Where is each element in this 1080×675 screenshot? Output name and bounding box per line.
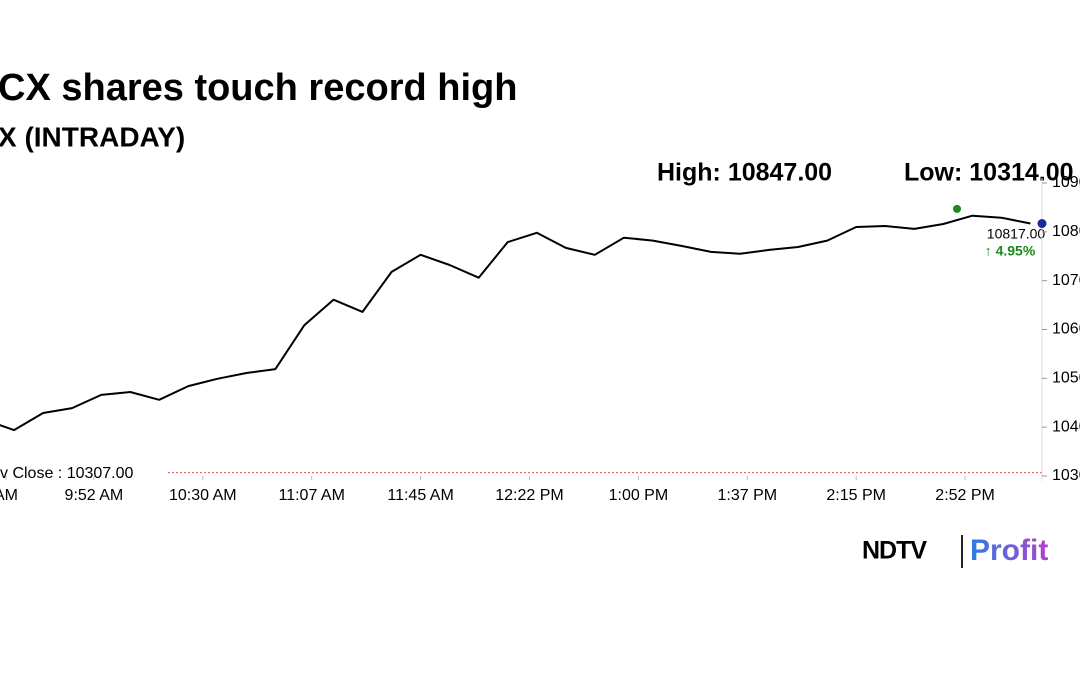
y-tick-label: 10800 [1052,223,1080,240]
y-tick-label: 10400 [1052,418,1080,435]
chart-title: CX shares touch record high [0,67,517,109]
y-tick-label: 10300 [1052,467,1080,484]
y-tick-label: 10700 [1052,272,1080,289]
last-point [1037,219,1047,229]
low-label: Low: 10314.00 [904,159,1074,187]
y-tick-label: 10600 [1052,321,1080,338]
x-tick-label: 12:22 PM [495,487,563,504]
change-label: ↑ 4.95% [985,243,1036,259]
chart-subtitle: X (INTRADAY) [0,121,185,152]
prev-close-label: v Close : 10307.00 [0,465,134,482]
price-line [0,214,1031,432]
x-tick-label: 2:52 PM [935,487,995,504]
x-tick-label: 11:45 AM [387,487,453,504]
y-tick-label: 10500 [1052,370,1080,387]
x-tick-label: 9:52 AM [65,487,124,504]
x-tick-label: 2:15 PM [826,487,886,504]
high-point [953,204,961,213]
brand-profit: Profit [970,534,1048,567]
x-tick-label: 11:07 AM [278,487,344,504]
high-label: High: 10847.00 [657,159,832,187]
x-tick-label: 1:00 PM [609,487,669,504]
x-tick-label: 10:30 AM [169,487,237,504]
y-tick-label: 10900 [1052,174,1080,191]
x-tick-label: AM [0,487,18,504]
brand-ndtv: NDTV [862,537,927,565]
x-tick-label: 1:37 PM [718,487,778,504]
last-price-label: 10817.00 [987,226,1046,242]
